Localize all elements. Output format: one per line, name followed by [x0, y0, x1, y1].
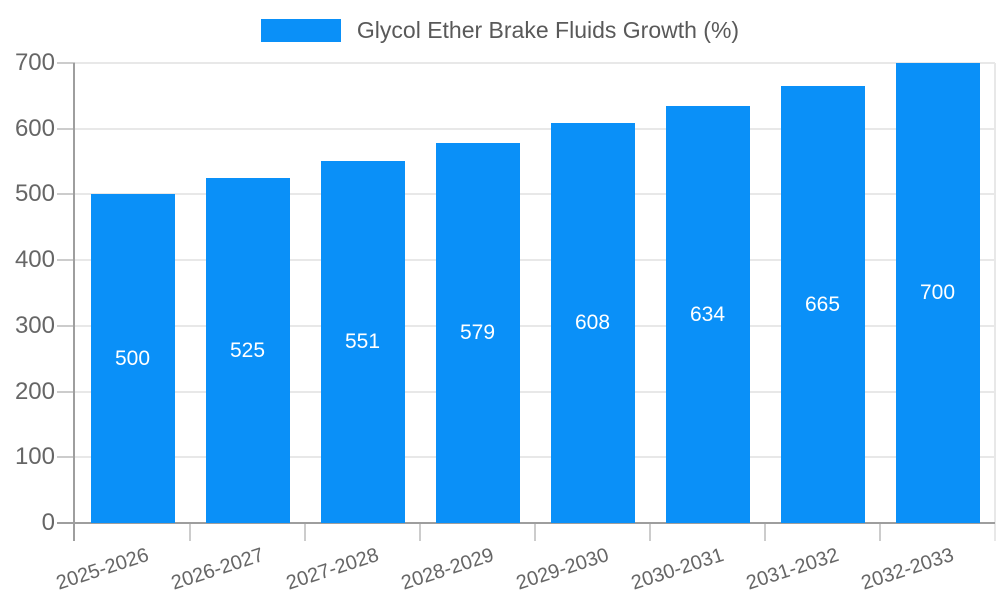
- bar-value-label: 500: [114, 346, 151, 370]
- y-axis-tick: [57, 259, 75, 262]
- bar-value-label: 608: [574, 311, 611, 335]
- x-axis-tick: [419, 523, 421, 541]
- bar-value-label: 634: [689, 302, 726, 326]
- x-axis-tick: [764, 523, 766, 541]
- y-axis-tick: [57, 193, 75, 196]
- y-gridline: [75, 193, 995, 196]
- y-axis-tick-label: 0: [41, 509, 55, 536]
- x-axis-category-label: 2025-2026: [53, 544, 152, 595]
- x-axis-tick: [189, 523, 191, 541]
- y-axis-tick-label: 200: [14, 377, 55, 405]
- x-axis-category-label: 2028-2029: [398, 544, 497, 595]
- bar[interactable]: 634: [665, 106, 750, 523]
- legend-item[interactable]: Glycol Ether Brake Fluids Growth (%): [0, 17, 1000, 44]
- y-axis-tick: [57, 324, 75, 327]
- bar-value-label: 551: [344, 329, 381, 353]
- y-gridline: [75, 259, 995, 262]
- bar-value-label: 525: [229, 338, 266, 362]
- y-gridline: [75, 324, 995, 327]
- plot-right-border: [994, 63, 996, 541]
- y-gridline: [75, 62, 995, 64]
- bar-value-label: 665: [804, 292, 841, 316]
- x-axis-tick: [649, 523, 651, 541]
- legend-label: Glycol Ether Brake Fluids Growth (%): [356, 17, 740, 43]
- x-axis-category-label: 2032-2033: [858, 544, 957, 595]
- x-axis-tick: [304, 523, 306, 541]
- y-axis-tick: [57, 62, 75, 64]
- x-axis-category-label: 2030-2031: [628, 544, 727, 595]
- bar[interactable]: 700: [895, 63, 980, 523]
- y-gridline: [75, 127, 995, 130]
- y-axis-tick: [57, 127, 75, 130]
- y-axis-tick-label: 100: [14, 443, 55, 471]
- bar[interactable]: 608: [550, 123, 635, 523]
- bar[interactable]: 665: [780, 86, 865, 523]
- bar[interactable]: 500: [90, 194, 175, 523]
- bar[interactable]: 579: [435, 142, 520, 523]
- bar[interactable]: 551: [320, 160, 405, 523]
- y-gridline: [75, 390, 995, 393]
- y-axis-tick-label: 600: [14, 114, 55, 142]
- y-gridline: [75, 456, 995, 459]
- bar[interactable]: 525: [205, 178, 290, 523]
- y-axis-line: [73, 63, 75, 541]
- y-axis-tick-label: 400: [14, 246, 55, 274]
- x-axis-category-label: 2027-2028: [283, 544, 382, 595]
- x-axis-tick: [534, 523, 536, 541]
- x-axis-category-label: 2029-2030: [513, 544, 612, 595]
- y-axis-tick-label: 700: [14, 49, 55, 76]
- bar-value-label: 579: [459, 320, 496, 344]
- x-axis-tick: [879, 523, 881, 541]
- y-axis-tick-label: 500: [14, 180, 55, 208]
- x-axis-category-label: 2031-2032: [743, 544, 842, 595]
- legend-swatch: [260, 19, 341, 42]
- y-axis-tick: [57, 456, 75, 459]
- bar-value-label: 700: [919, 281, 956, 304]
- x-axis-line: [57, 522, 995, 524]
- y-axis-tick: [57, 390, 75, 393]
- y-axis-tick-label: 300: [14, 311, 55, 339]
- x-axis-category-label: 2026-2027: [168, 544, 267, 595]
